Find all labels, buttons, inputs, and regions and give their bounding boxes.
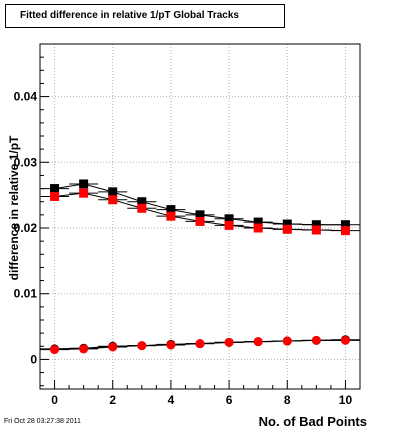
data-point-square xyxy=(108,187,118,197)
data-point-circle xyxy=(108,342,118,352)
data-point-square xyxy=(79,179,89,189)
y-axis-label: difference in relative 1/pT xyxy=(7,135,21,280)
x-tick-label: 2 xyxy=(109,393,116,407)
x-tick-label: 0 xyxy=(51,393,58,407)
y-tick-label: 0 xyxy=(30,352,37,366)
data-point-circle xyxy=(50,345,60,355)
data-point-square xyxy=(195,210,205,220)
data-point-square xyxy=(79,188,89,198)
data-point-square xyxy=(282,224,292,234)
data-point-square xyxy=(253,223,263,233)
x-axis-label: No. of Bad Points xyxy=(259,414,367,429)
data-point-square xyxy=(311,220,321,230)
data-point-square xyxy=(311,225,321,235)
data-point-circle xyxy=(79,344,89,354)
grid-layer xyxy=(40,44,360,389)
data-point-circle xyxy=(195,339,205,349)
data-point-circle xyxy=(253,337,263,347)
data-point-square xyxy=(224,214,234,224)
data-point-square xyxy=(137,203,147,213)
x-tick-label: 10 xyxy=(339,393,353,407)
data-point-square xyxy=(340,220,350,230)
data-point-circle xyxy=(311,335,321,345)
data-point-square xyxy=(137,197,147,207)
data-point-square xyxy=(282,219,292,229)
data-point-square xyxy=(224,220,234,230)
data-point-square xyxy=(50,191,60,201)
data-point-square xyxy=(195,216,205,226)
data-point-square xyxy=(253,217,263,227)
x-tick-label: 6 xyxy=(226,393,233,407)
data-point-circle xyxy=(224,337,234,347)
y-tick-label: 0.03 xyxy=(14,155,38,169)
data-point-circle xyxy=(166,340,176,350)
data-point-circle xyxy=(282,336,292,346)
data-point-square xyxy=(340,226,350,236)
data-point-circle xyxy=(340,335,350,345)
series-layer xyxy=(40,179,360,355)
y-tick-label: 0.02 xyxy=(14,221,38,235)
data-point-square xyxy=(50,184,60,194)
data-point-square xyxy=(166,211,176,221)
x-tick-label: 8 xyxy=(284,393,291,407)
data-point-square xyxy=(166,205,176,215)
y-tick-label: 0.01 xyxy=(14,287,38,301)
footer-date: Fri Oct 28 03:27:38 2011 xyxy=(4,418,81,425)
chart-title: Fitted difference in relative 1/pT Globa… xyxy=(5,4,285,28)
y-tick-label: 0.04 xyxy=(14,90,38,104)
data-point-square xyxy=(108,195,118,205)
data-point-circle xyxy=(137,341,147,351)
x-tick-label: 4 xyxy=(168,393,175,407)
axes-layer: 0 2 4 6 8 10 0 0.01 0.02 0.03 0.04 xyxy=(14,43,361,407)
